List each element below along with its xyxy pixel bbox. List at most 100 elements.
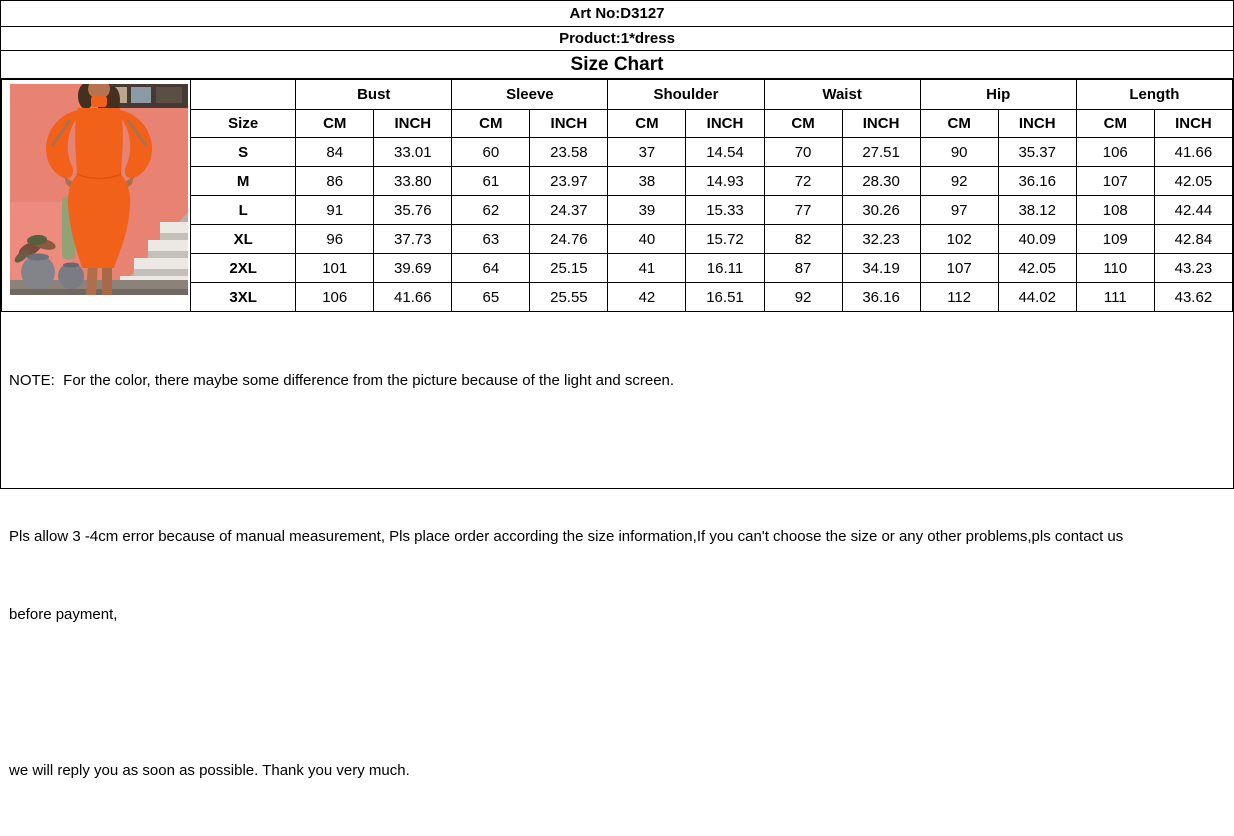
value-cell: 35.76 [373,195,453,225]
size-cell: XL [190,224,297,254]
value-cell: 14.54 [685,137,765,167]
value-cell: 36.16 [841,282,921,312]
note-measurement-line1: Pls allow 3 -4cm error because of manual… [9,528,1124,545]
value-cell: 111 [1075,282,1155,312]
unit-header: CM [763,109,843,138]
value-cell: 106 [1075,137,1155,167]
value-cell: 96 [295,224,375,254]
value-cell: 40.09 [997,224,1077,254]
value-cell: 65 [451,282,531,312]
value-cell: 38.12 [997,195,1077,225]
value-cell: 25.55 [529,282,609,312]
value-cell: 42.44 [1153,195,1234,225]
group-header-row: Bust Sleeve Shoulder Waist Hip Length [0,79,1234,312]
col-group-length: Length [1075,79,1234,110]
value-cell: 107 [1075,166,1155,196]
value-cell: 90 [919,137,999,167]
value-cell: 16.11 [685,253,765,283]
value-cell: 34.19 [841,253,921,283]
unit-header: INCH [841,109,921,138]
col-group-sleeve: Sleeve [451,79,609,110]
value-cell: 41.66 [373,282,453,312]
size-cell: 3XL [190,282,297,312]
value-cell: 110 [1075,253,1155,283]
value-cell: 82 [763,224,843,254]
spacer [9,680,1225,706]
value-cell: 32.23 [841,224,921,254]
product-row: Product:1*dress [1,27,1233,51]
value-cell: 60 [451,137,531,167]
value-cell: 28.30 [841,166,921,196]
col-group-waist: Waist [763,79,921,110]
value-cell: 72 [763,166,843,196]
value-cell: 91 [295,195,375,225]
value-cell: 24.76 [529,224,609,254]
value-cell: 30.26 [841,195,921,225]
size-cell: 2XL [190,253,297,283]
size-cell: L [190,195,297,225]
value-cell: 108 [1075,195,1155,225]
size-cell: S [190,137,297,167]
value-cell: 14.93 [685,166,765,196]
value-cell: 106 [295,282,375,312]
note-color-disclaimer: NOTE: For the color, there maybe some di… [9,372,675,389]
plant-pots [14,234,84,289]
value-cell: 15.33 [685,195,765,225]
unit-header: INCH [373,109,453,138]
value-cell: 42 [607,282,687,312]
unit-header: INCH [529,109,609,138]
value-cell: 25.15 [529,253,609,283]
right-sleeve [118,110,153,179]
value-cell: 33.01 [373,137,453,167]
spacer [9,446,1225,472]
corner-blank-cell [190,79,297,110]
value-cell: 16.51 [685,282,765,312]
value-cell: 43.62 [1153,282,1234,312]
col-group-shoulder: Shoulder [607,79,765,110]
value-cell: 86 [295,166,375,196]
unit-header: CM [451,109,531,138]
unit-header: CM [1075,109,1155,138]
value-cell: 61 [451,166,531,196]
size-table: Bust Sleeve Shoulder Waist Hip Length Si… [0,79,1234,312]
value-cell: 107 [919,253,999,283]
value-cell: 97 [919,195,999,225]
table-row: S 84 33.01 60 23.58 37 14.54 70 27.51 90… [2,137,1234,167]
value-cell: 42.05 [997,253,1077,283]
size-chart-title: Size Chart [1,51,1233,79]
value-cell: 42.84 [1153,224,1234,254]
value-cell: 101 [295,253,375,283]
value-cell: 64 [451,253,531,283]
unit-header-row: Size CM INCH CM INCH CM INCH CM INCH CM … [2,109,1234,138]
value-cell: 40 [607,224,687,254]
value-cell: 44.02 [997,282,1077,312]
table-row: 2XL 101 39.69 64 25.15 41 16.11 87 34.19… [2,253,1234,283]
value-cell: 41.66 [1153,137,1234,167]
value-cell: 24.37 [529,195,609,225]
value-cell: 41 [607,253,687,283]
value-cell: 37.73 [373,224,453,254]
value-cell: 39.69 [373,253,453,283]
unit-header: INCH [685,109,765,138]
note-reply: we will reply you as soon as possible. T… [9,762,410,779]
value-cell: 62 [451,195,531,225]
value-cell: 39 [607,195,687,225]
value-cell: 63 [451,224,531,254]
value-cell: 42.05 [1153,166,1234,196]
value-cell: 15.72 [685,224,765,254]
value-cell: 109 [1075,224,1155,254]
product-photo [10,80,188,295]
value-cell: 38 [607,166,687,196]
table-row: L 91 35.76 62 24.37 39 15.33 77 30.26 97… [2,195,1234,225]
notes-section: NOTE: For the color, there maybe some di… [1,312,1233,779]
unit-header: INCH [1153,109,1234,138]
col-group-bust: Bust [295,79,453,110]
art-no-row: Art No:D3127 [1,1,1233,27]
table-row: 3XL 106 41.66 65 25.55 42 16.51 92 36.16… [2,282,1234,312]
model-figure [45,80,153,295]
product-photo-cell [0,79,192,312]
value-cell: 23.58 [529,137,609,167]
orange-dress [67,108,131,268]
value-cell: 37 [607,137,687,167]
unit-header: INCH [997,109,1077,138]
